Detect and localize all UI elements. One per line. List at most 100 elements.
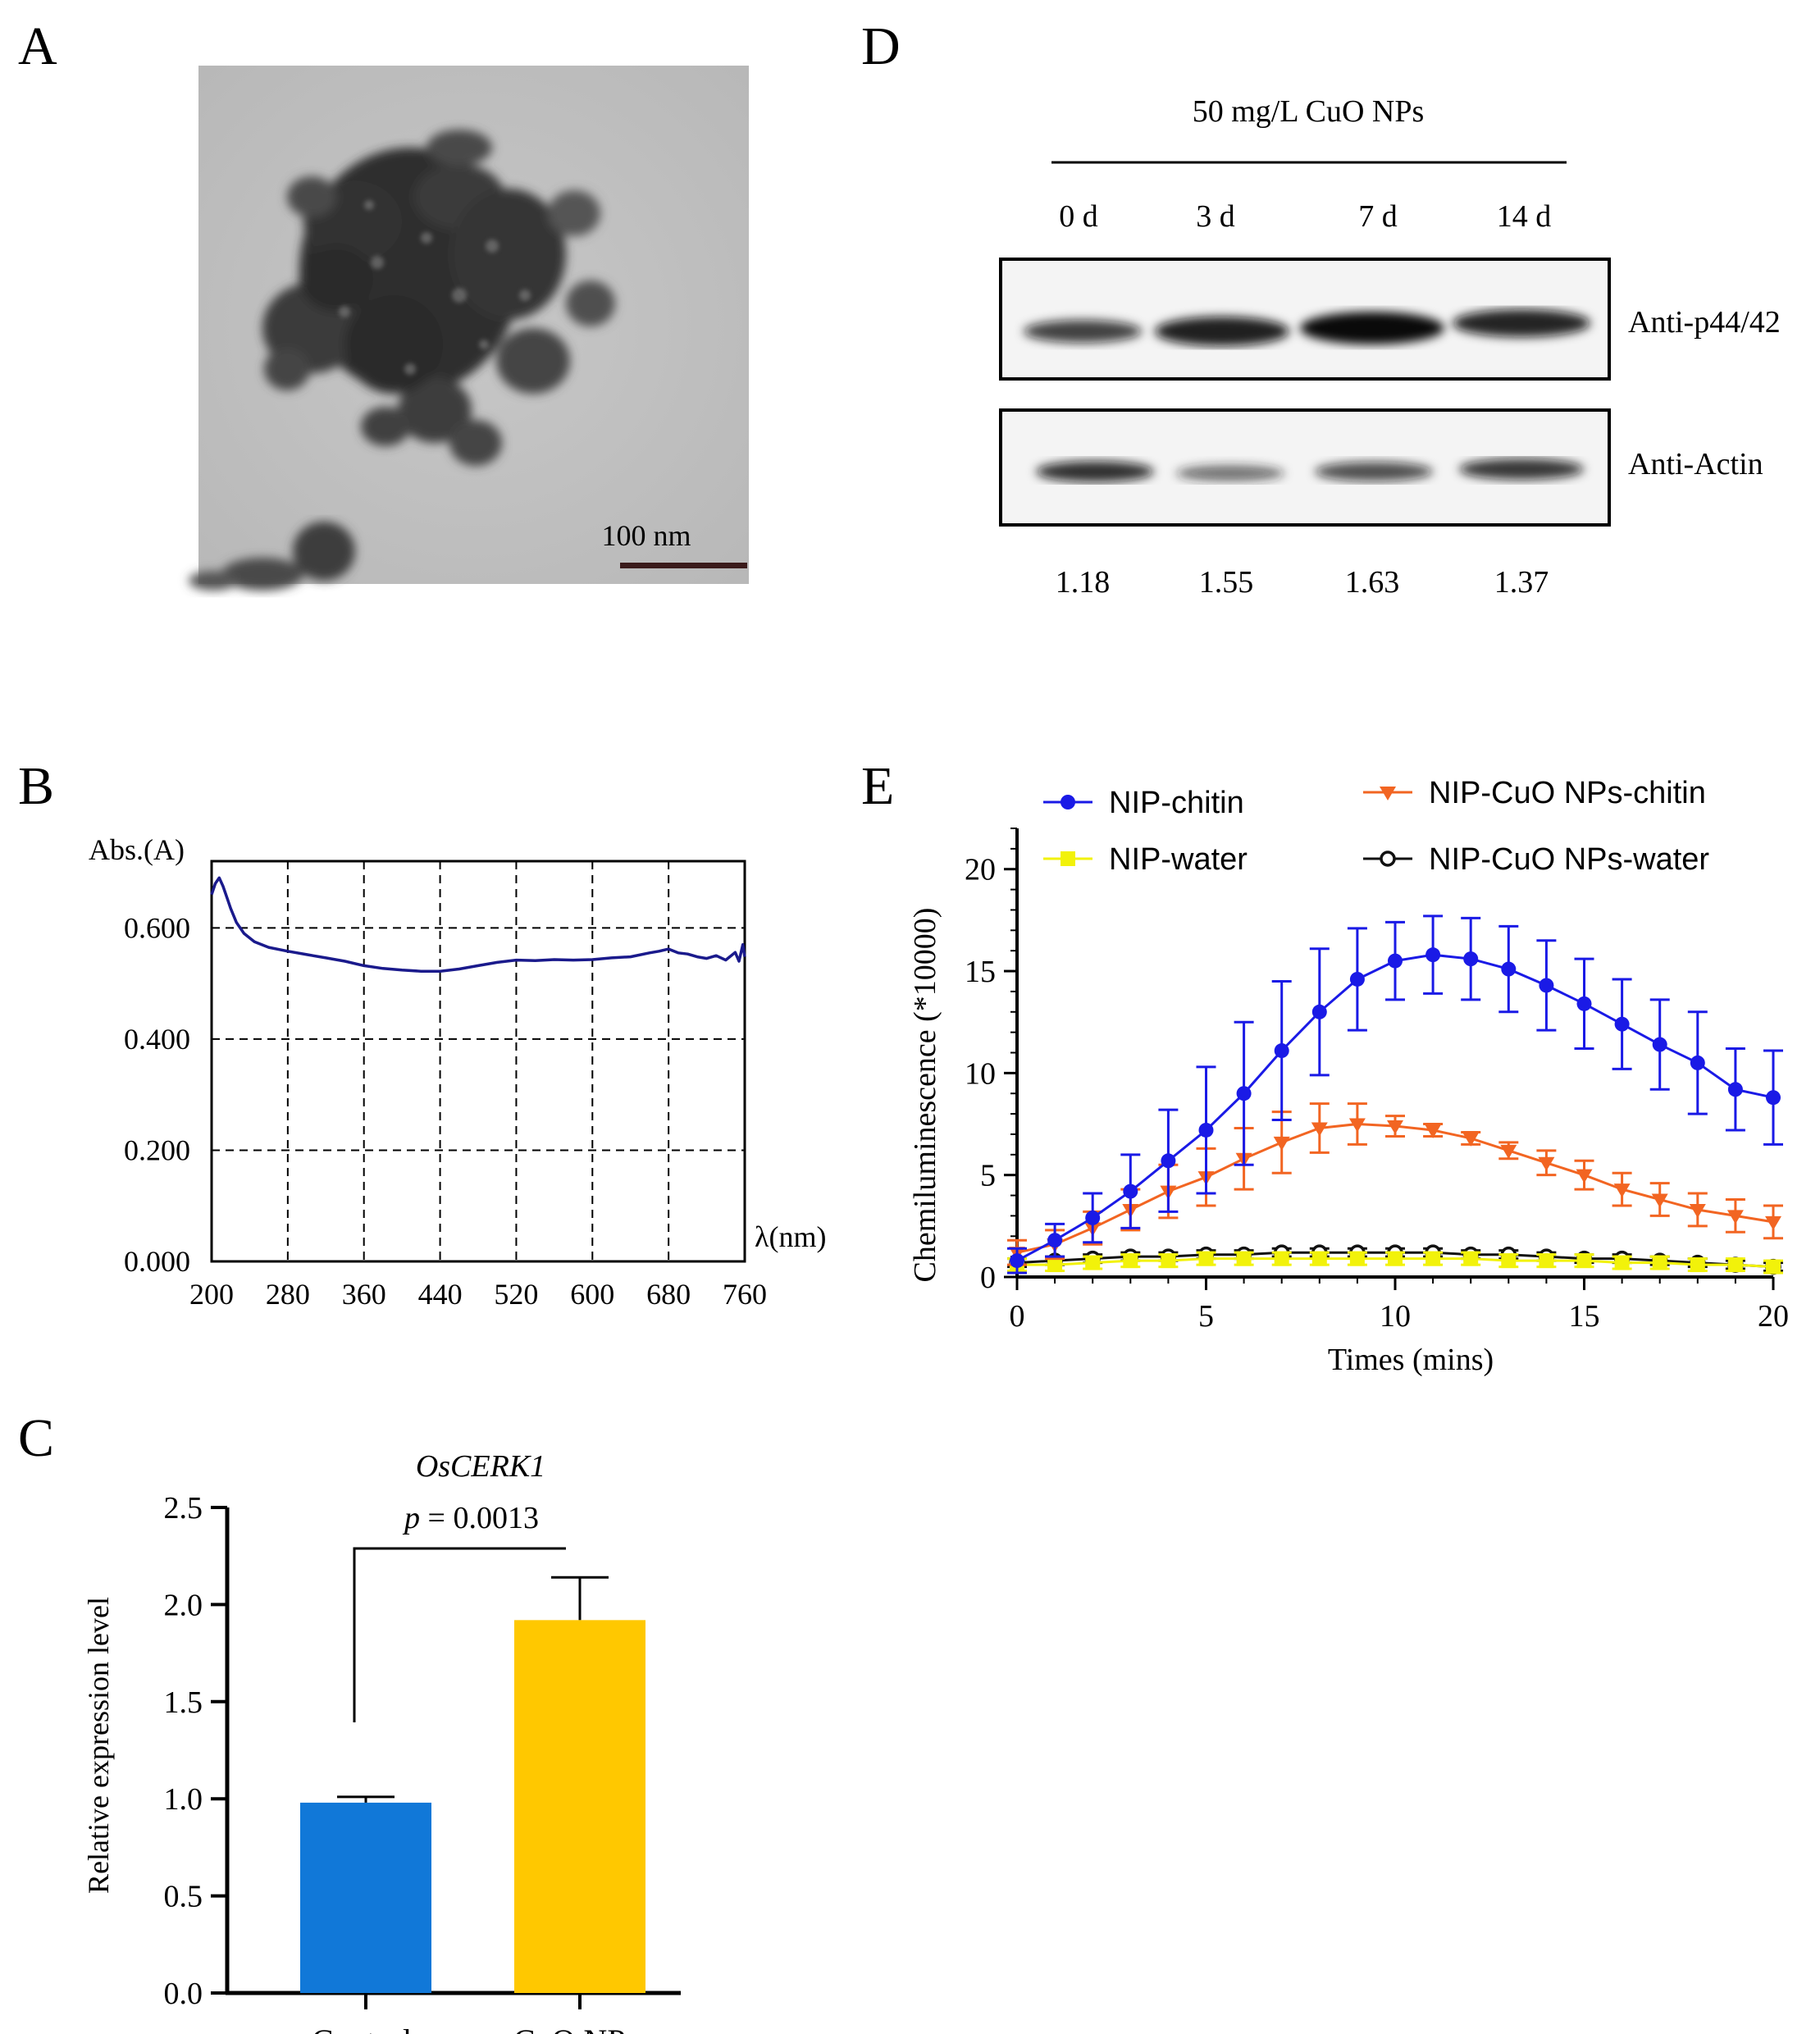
e-data-point bbox=[1501, 1253, 1517, 1269]
e-data-point bbox=[1652, 1255, 1667, 1270]
d-lane-0d: 0 d bbox=[1059, 199, 1098, 234]
e-data-point bbox=[1161, 1253, 1176, 1269]
e-xlabel: Times (mins) bbox=[1328, 1343, 1494, 1377]
c-ytick-label: 0.0 bbox=[164, 1977, 203, 2011]
e-data-point bbox=[1388, 1251, 1403, 1266]
scale-bar bbox=[620, 563, 747, 568]
d-ratio-7d: 1.63 bbox=[1345, 565, 1400, 600]
e-data-point bbox=[1690, 1055, 1705, 1070]
e-data-point bbox=[1766, 1090, 1781, 1106]
c-bar bbox=[514, 1620, 645, 1993]
d-ratio-14d: 1.37 bbox=[1494, 565, 1549, 600]
e-data-point bbox=[1539, 978, 1554, 993]
nanoparticle-cluster bbox=[262, 130, 615, 466]
e-data-point bbox=[1727, 1082, 1743, 1097]
chemiluminescence-chart: Times (mins) Chemiluminescence (*10000) … bbox=[908, 776, 1789, 1377]
b-frame bbox=[210, 860, 746, 1263]
e-data-point bbox=[1388, 953, 1403, 969]
e-series-NIP-CuO NPs-chitin bbox=[1007, 1102, 1783, 1266]
e-legend-label: NIP-CuO NPs-chitin bbox=[1429, 776, 1706, 810]
e-data-point bbox=[1311, 1251, 1327, 1266]
e-data-point bbox=[1085, 1255, 1101, 1270]
b-xlabel: λ(nm) bbox=[755, 1220, 826, 1253]
c-ylabel: Relative expression level bbox=[82, 1597, 115, 1894]
d-row-label-p44: Anti-p44/42 bbox=[1628, 305, 1781, 340]
e-data-point bbox=[1047, 1257, 1063, 1273]
panel-label-b: B bbox=[18, 756, 54, 816]
e-data-point bbox=[1651, 1193, 1668, 1208]
e-data-point bbox=[1198, 1251, 1214, 1266]
e-data-point bbox=[1689, 1203, 1706, 1218]
e-data-point bbox=[1274, 1251, 1289, 1266]
e-data-point bbox=[1273, 1136, 1290, 1151]
e-legend-marker bbox=[1380, 851, 1396, 867]
e-data-point bbox=[1425, 1251, 1441, 1266]
e-data-point bbox=[1349, 1251, 1365, 1266]
e-ytick-label: 20 bbox=[965, 853, 996, 887]
b-ylabel: Abs.(A) bbox=[89, 833, 185, 866]
b-ytick-label: 0.000 bbox=[124, 1245, 190, 1278]
e-xtick-label: 20 bbox=[1758, 1299, 1789, 1334]
e-ytick-label: 10 bbox=[965, 1056, 996, 1091]
e-legend-label: NIP-CuO NPs-water bbox=[1429, 842, 1709, 877]
e-data-point bbox=[1010, 1253, 1024, 1269]
d-ratio-3d: 1.55 bbox=[1199, 565, 1254, 600]
c-significance-bracket bbox=[353, 1547, 566, 1722]
e-data-point bbox=[1576, 1253, 1592, 1269]
e-data-point bbox=[1462, 1132, 1480, 1147]
e-data-point bbox=[1539, 1253, 1554, 1269]
c-bar bbox=[300, 1802, 431, 1993]
c-title: OsCERK1 bbox=[416, 1449, 545, 1484]
e-data-point bbox=[1614, 1255, 1630, 1270]
panel-label-d: D bbox=[861, 16, 901, 76]
e-data-point bbox=[1652, 1037, 1667, 1052]
e-data-point bbox=[1348, 1118, 1366, 1133]
c-ytick-label: 1.5 bbox=[164, 1685, 203, 1720]
d-lane-14d: 14 d bbox=[1497, 199, 1552, 234]
p44-band-7d bbox=[1300, 312, 1444, 344]
e-legend-marker bbox=[1380, 787, 1396, 800]
e-data-point bbox=[1425, 947, 1441, 963]
e-data-point bbox=[1576, 996, 1592, 1011]
d-lane-3d: 3 d bbox=[1196, 199, 1235, 234]
e-legend-label: NIP-water bbox=[1109, 842, 1248, 877]
c-p-value: = 0.0013 bbox=[420, 1501, 539, 1535]
e-data-point bbox=[1501, 961, 1517, 977]
e-data-point bbox=[1690, 1257, 1705, 1273]
c-significance: p = 0.0013 bbox=[402, 1501, 539, 1535]
e-data-point bbox=[1727, 1257, 1743, 1273]
tem-image: 100 nm bbox=[189, 66, 749, 591]
e-data-point bbox=[1500, 1144, 1517, 1159]
d-row-label-actin: Anti-Actin bbox=[1628, 447, 1763, 481]
c-p-italic: p bbox=[402, 1501, 420, 1535]
e-data-point bbox=[1198, 1122, 1214, 1138]
e-data-point bbox=[1236, 1086, 1252, 1101]
e-xtick-label: 0 bbox=[1010, 1299, 1025, 1334]
c-ytick-label: 0.5 bbox=[164, 1880, 203, 1914]
c-ytick-label: 2.5 bbox=[164, 1491, 203, 1526]
b-ytick-label: 0.400 bbox=[124, 1023, 190, 1056]
e-ylabel: Chemiluminescence (*10000) bbox=[908, 908, 942, 1283]
p44-band-14d bbox=[1453, 309, 1590, 337]
e-data-point bbox=[1765, 1215, 1781, 1230]
e-ytick-label: 0 bbox=[980, 1261, 996, 1295]
e-data-point bbox=[1123, 1253, 1138, 1269]
c-ytick-label: 2.0 bbox=[164, 1588, 203, 1622]
b-xtick-label: 760 bbox=[723, 1278, 767, 1311]
d-treatment-label: 50 mg/L CuO NPs bbox=[1193, 94, 1425, 129]
e-data-point bbox=[1311, 1122, 1328, 1137]
e-data-point bbox=[1726, 1210, 1744, 1225]
e-data-point bbox=[1161, 1153, 1176, 1169]
b-xtick-label: 280 bbox=[266, 1278, 310, 1311]
e-data-point bbox=[1311, 1004, 1327, 1019]
p44-band-0d bbox=[1024, 320, 1142, 343]
e-legend-marker bbox=[1061, 851, 1075, 866]
e-ytick-label: 5 bbox=[980, 1159, 996, 1193]
actin-band-14d bbox=[1459, 458, 1584, 480]
panel-label-a: A bbox=[18, 16, 57, 76]
particle-highlights bbox=[339, 200, 531, 375]
e-data-point bbox=[1766, 1259, 1781, 1275]
e-data-point bbox=[1387, 1120, 1403, 1135]
actin-band-0d bbox=[1036, 461, 1154, 482]
